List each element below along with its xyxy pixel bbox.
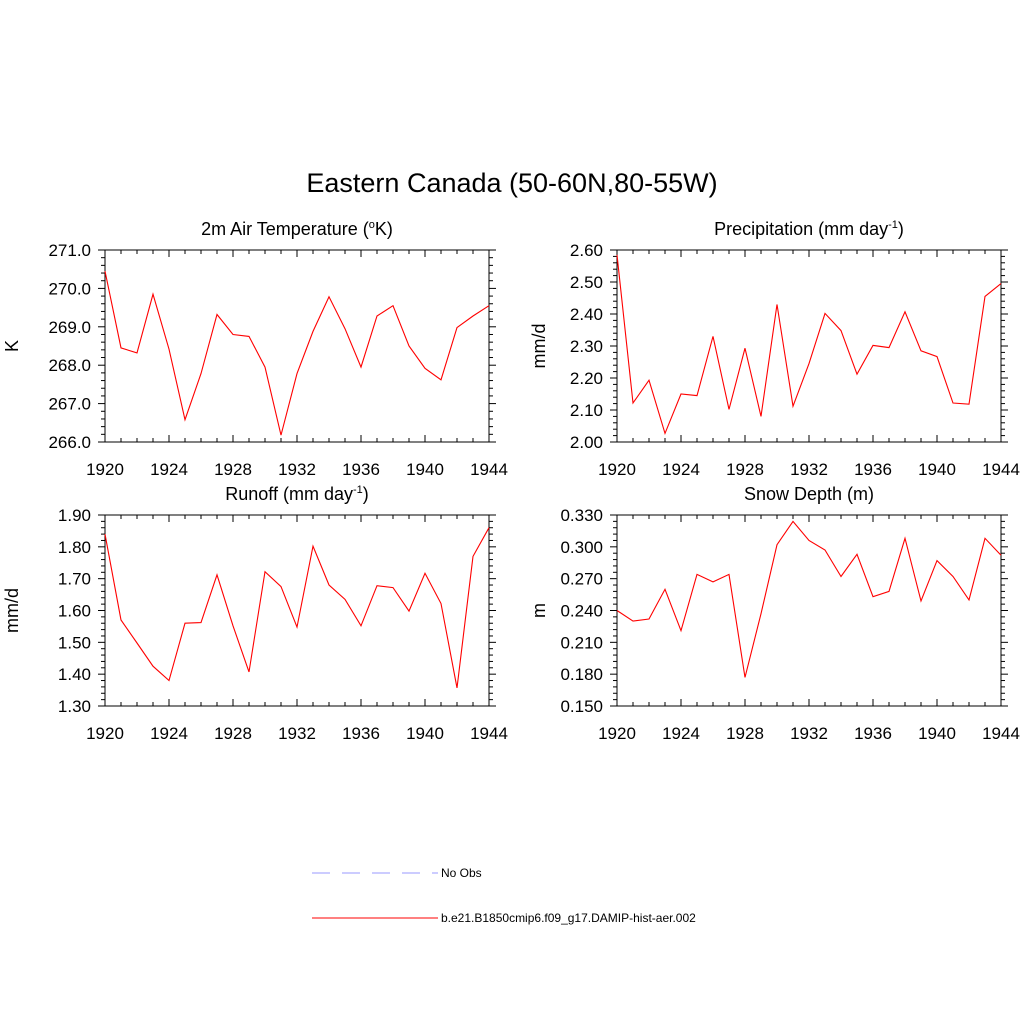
series-line-snow-depth bbox=[616, 520, 1002, 678]
x-tick-label: 1940 bbox=[406, 460, 444, 479]
series-line-temperature bbox=[104, 270, 490, 436]
panel-title-text: Precipitation (mm day bbox=[714, 219, 889, 239]
y-tick-label: 2.20 bbox=[570, 369, 603, 388]
x-tick-label: 1928 bbox=[726, 724, 764, 743]
x-tick-label: 1932 bbox=[278, 460, 316, 479]
y-tick-label: 0.180 bbox=[560, 665, 603, 684]
panel-title-sup: -1 bbox=[352, 484, 363, 496]
y-axis-label: K bbox=[2, 340, 22, 352]
y-tick-label: 1.30 bbox=[58, 697, 91, 716]
y-tick-label: 2.10 bbox=[570, 401, 603, 420]
panel-title-text: 2m Air Temperature ( bbox=[201, 219, 369, 239]
panel-title-post: K) bbox=[374, 219, 393, 239]
x-tick-label: 1944 bbox=[470, 724, 508, 743]
plot-frame-snow-depth bbox=[616, 514, 1002, 707]
x-tick-label: 1920 bbox=[598, 460, 636, 479]
y-tick-label: 271.0 bbox=[48, 241, 91, 260]
panel-title-text: Snow Depth (m) bbox=[743, 484, 875, 504]
y-tick-label: 1.40 bbox=[58, 665, 91, 684]
plot-frame-temperature bbox=[104, 249, 490, 443]
x-tick-label: 1924 bbox=[150, 460, 188, 479]
y-tick-label: 0.240 bbox=[560, 602, 603, 621]
x-tick-label: 1936 bbox=[342, 724, 380, 743]
x-tick-label: 1920 bbox=[86, 460, 124, 479]
x-tick-label: 1924 bbox=[662, 724, 700, 743]
plot-frame-precipitation bbox=[616, 249, 1002, 443]
series-line-precipitation bbox=[616, 254, 1002, 436]
y-tick-label: 269.0 bbox=[48, 318, 91, 337]
x-tick-label: 1924 bbox=[150, 724, 188, 743]
y-tick-label: 2.40 bbox=[570, 305, 603, 324]
y-tick-label: 0.150 bbox=[560, 697, 603, 716]
y-tick-label: 1.70 bbox=[58, 570, 91, 589]
y-tick-label: 2.30 bbox=[570, 337, 603, 356]
x-tick-label: 1924 bbox=[662, 460, 700, 479]
panel-title-temperature: 2m Air Temperature (oK) bbox=[105, 219, 489, 240]
x-tick-label: 1932 bbox=[790, 460, 828, 479]
x-tick-label: 1940 bbox=[918, 460, 956, 479]
y-tick-label: 268.0 bbox=[48, 356, 91, 375]
panel-title-precipitation: Precipitation (mm day-1) bbox=[617, 219, 1001, 240]
panel-title-sup: -1 bbox=[888, 219, 898, 231]
y-axis-label: m bbox=[529, 603, 549, 618]
panel-title-sup: o bbox=[368, 219, 375, 231]
y-tick-label: 1.50 bbox=[58, 633, 91, 652]
x-tick-label: 1936 bbox=[342, 460, 380, 479]
main-title: Eastern Canada (50-60N,80-55W) bbox=[306, 168, 718, 198]
x-tick-label: 1932 bbox=[790, 724, 828, 743]
x-tick-label: 1936 bbox=[854, 460, 892, 479]
y-tick-label: 1.60 bbox=[58, 602, 91, 621]
x-tick-label: 1920 bbox=[86, 724, 124, 743]
y-axis-label: mm/d bbox=[2, 588, 22, 633]
y-tick-label: 267.0 bbox=[48, 395, 91, 414]
x-tick-label: 1920 bbox=[598, 724, 636, 743]
y-axis-label: mm/d bbox=[529, 324, 549, 369]
panel-title-post: ) bbox=[897, 219, 904, 239]
y-tick-label: 2.50 bbox=[570, 273, 603, 292]
y-tick-label: 0.210 bbox=[560, 633, 603, 652]
legend-label-no-obs: No Obs bbox=[441, 866, 482, 880]
panel-title-snow-depth: Snow Depth (m) bbox=[617, 484, 1001, 505]
y-tick-label: 1.90 bbox=[58, 506, 91, 525]
x-tick-label: 1928 bbox=[214, 724, 252, 743]
y-tick-label: 0.330 bbox=[560, 506, 603, 525]
y-tick-label: 2.60 bbox=[570, 241, 603, 260]
y-tick-label: 0.300 bbox=[560, 538, 603, 557]
x-tick-label: 1936 bbox=[854, 724, 892, 743]
x-tick-label: 1928 bbox=[214, 460, 252, 479]
x-tick-label: 1928 bbox=[726, 460, 764, 479]
y-tick-label: 2.00 bbox=[570, 433, 603, 452]
x-tick-label: 1940 bbox=[406, 724, 444, 743]
panel-title-runoff: Runoff (mm day-1) bbox=[105, 484, 489, 505]
y-tick-label: 0.270 bbox=[560, 570, 603, 589]
x-tick-label: 1944 bbox=[470, 460, 508, 479]
x-tick-label: 1944 bbox=[982, 460, 1020, 479]
x-tick-label: 1944 bbox=[982, 724, 1020, 743]
x-tick-label: 1932 bbox=[278, 724, 316, 743]
panel-title-post: ) bbox=[362, 484, 369, 504]
y-tick-label: 270.0 bbox=[48, 279, 91, 298]
plot-frame-runoff bbox=[104, 514, 490, 707]
series-line-runoff bbox=[104, 527, 490, 689]
panel-title-text: Runoff (mm day bbox=[225, 484, 353, 504]
x-tick-label: 1940 bbox=[918, 724, 956, 743]
y-tick-label: 266.0 bbox=[48, 433, 91, 452]
legend-label-model: b.e21.B1850cmip6.f09_g17.DAMIP-hist-aer.… bbox=[441, 911, 696, 925]
y-tick-label: 1.80 bbox=[58, 538, 91, 557]
